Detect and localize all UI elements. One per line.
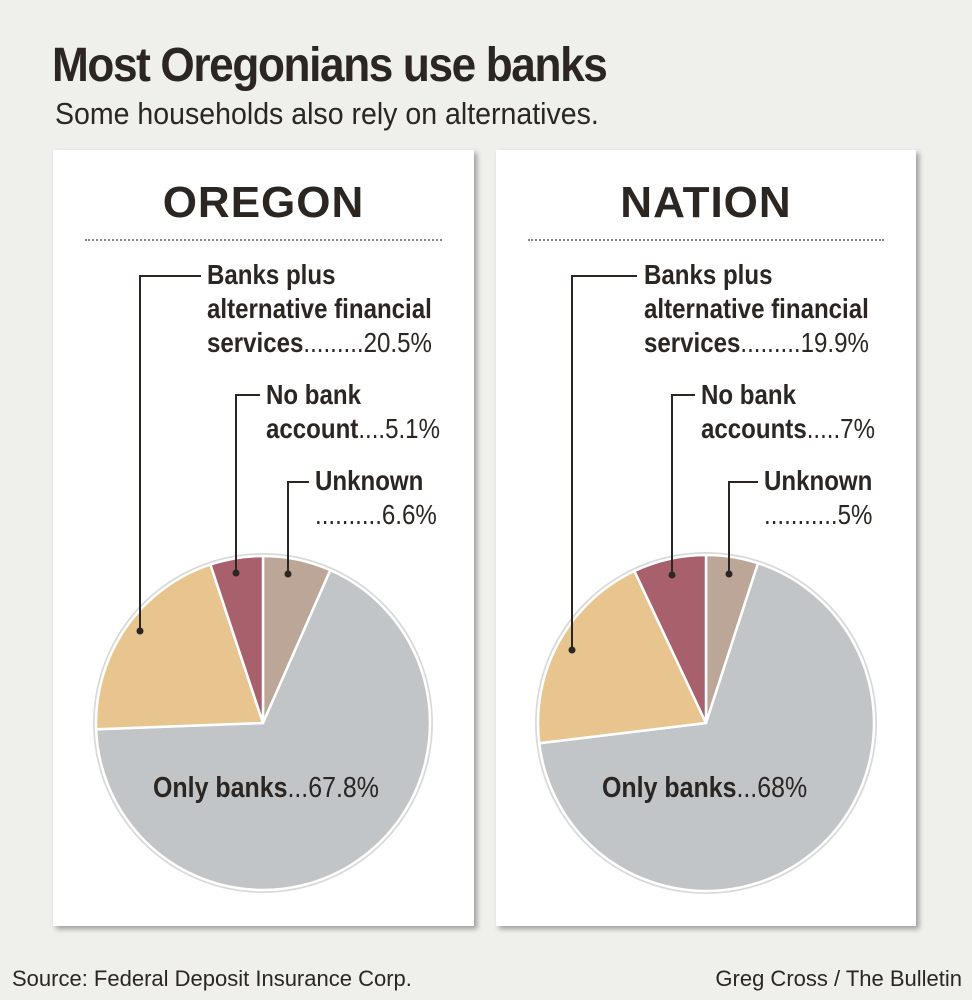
oregon-divider (85, 239, 442, 241)
nation-label-unknown-value: 5% (837, 499, 873, 530)
chart-title: Most Oregonians use banks (52, 39, 608, 92)
nation-panel: NATION Banks plus alternative financial … (496, 150, 916, 926)
nation-label-no-bank-line1: No bank (701, 379, 797, 410)
oregon-leader-dot-banks-plus (136, 627, 144, 635)
credit-line: Greg Cross / The Bulletin (715, 966, 962, 991)
oregon-label-banks-plus-dots: ......... (303, 327, 364, 358)
nation-label-no-bank-line2: accounts (701, 413, 807, 444)
oregon-label-banks-plus-line2: alternative financial (207, 293, 432, 324)
oregon-leader-unknown (287, 481, 309, 574)
nation-label-unknown-dots: ........... (764, 499, 838, 530)
oregon-label-no-bank: No bank account....5.1% (266, 378, 440, 446)
oregon-leader-dot-unknown (284, 570, 292, 578)
oregon-panel: OREGON Banks plus alternative financial … (53, 150, 474, 926)
nation-leader-dot-banks-plus (568, 646, 576, 654)
nation-slice-banks-plus-alternative (536, 569, 708, 745)
nation-label-only-banks-name: Only banks (602, 772, 737, 804)
nation-slice-only-banks (537, 561, 876, 893)
oregon-label-only-banks-name: Only banks (153, 772, 288, 804)
oregon-leader-banks-plus (139, 275, 201, 631)
oregon-leader-no-bank (235, 394, 260, 573)
source-note: Source: Federal Deposit Insurance Corp. (12, 966, 412, 991)
nation-label-only-banks-value: 68% (757, 772, 808, 804)
nation-label-banks-plus-line2: alternative financial (644, 293, 869, 324)
nation-leader-dot-no-bank (668, 571, 676, 579)
chart-subtitle: Some households also rely on alternative… (55, 96, 599, 131)
nation-label-only-banks-dots: ... (736, 772, 758, 804)
oregon-slice-only-banks (94, 568, 432, 892)
oregon-label-no-bank-dots: .... (358, 413, 386, 444)
oregon-label-banks-plus-value: 20.5% (363, 327, 432, 358)
oregon-label-banks-plus: Banks plus alternative financial service… (207, 258, 432, 360)
oregon-panel-title: OREGON (162, 178, 365, 227)
oregon-label-no-bank-line2: account (266, 413, 359, 444)
oregon-label-no-bank-value: 5.1% (385, 413, 440, 444)
nation-pie-chart (535, 275, 877, 894)
nation-label-banks-plus-line3: services (644, 327, 741, 358)
oregon-label-unknown-dots: .......... (315, 499, 382, 530)
nation-label-banks-plus-dots: ......... (740, 327, 801, 358)
oregon-label-unknown: Unknown ..........6.6% (315, 464, 437, 532)
oregon-label-no-bank-line1: No bank (266, 379, 362, 410)
oregon-label-banks-plus-line3: services (207, 327, 304, 358)
nation-leader-no-bank (671, 394, 695, 575)
nation-label-no-bank-value: 7% (840, 413, 875, 444)
oregon-label-only-banks-value: 67.8% (308, 772, 379, 804)
nation-leader-banks-plus (571, 275, 637, 650)
oregon-label-only-banks: Only banks...67.8% (153, 772, 379, 805)
nation-label-no-bank: No bank accounts.....7% (701, 378, 875, 446)
nation-label-no-bank-dots: ..... (806, 413, 841, 444)
nation-leader-dot-unknown (725, 570, 733, 578)
oregon-label-banks-plus-line1: Banks plus (207, 259, 336, 290)
nation-label-banks-plus-line1: Banks plus (644, 259, 773, 290)
oregon-label-only-banks-dots: ... (287, 772, 309, 804)
nation-label-banks-plus-value: 19.9% (800, 327, 869, 358)
nation-divider (528, 239, 884, 241)
nation-label-only-banks: Only banks...68% (602, 772, 807, 805)
oregon-label-unknown-value: 6.6% (381, 499, 437, 530)
nation-label-banks-plus: Banks plus alternative financial service… (644, 258, 869, 360)
nation-label-unknown: Unknown ...........5% (764, 464, 872, 532)
oregon-label-unknown-line1: Unknown (315, 465, 424, 496)
oregon-slice-banks-plus-alternative (94, 563, 265, 731)
oregon-pie-chart (93, 275, 433, 893)
nation-slice-no-bank-account (633, 553, 708, 725)
nation-leader-unknown (728, 481, 758, 574)
oregon-leader-dot-no-bank (232, 569, 240, 577)
nation-panel-title: NATION (620, 178, 792, 227)
nation-label-unknown-line1: Unknown (764, 465, 873, 496)
